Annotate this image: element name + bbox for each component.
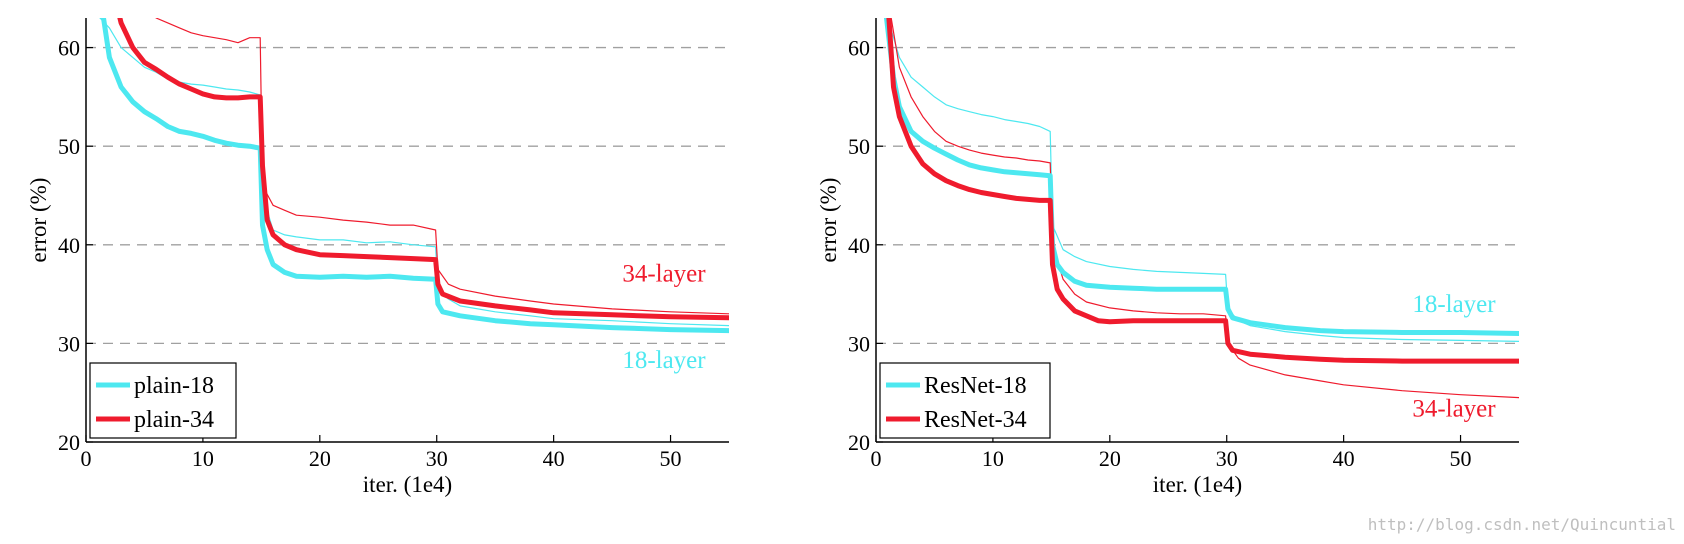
legend-label: plain-18	[134, 373, 214, 399]
y-tick-label: 50	[58, 134, 80, 159]
x-tick-label: 50	[660, 446, 682, 471]
x-tick-label: 30	[1216, 446, 1238, 471]
y-axis-label: error (%)	[26, 178, 51, 263]
series-line-resnet-18	[884, 18, 1519, 336]
y-tick-label: 30	[848, 331, 870, 356]
x-tick-label: 20	[1099, 446, 1121, 471]
annotation-label: 34-layer	[622, 260, 706, 287]
x-tick-label: 20	[309, 446, 331, 471]
y-axis-label: error (%)	[816, 178, 841, 263]
y-tick-label: 50	[848, 134, 870, 159]
series-line-resnet-34-train	[890, 18, 1519, 399]
annotation-label: 18-layer	[622, 347, 706, 374]
x-tick-label: 0	[871, 446, 882, 471]
y-tick-label: 20	[848, 430, 870, 455]
y-tick-label: 60	[58, 36, 80, 61]
y-tick-label: 40	[58, 233, 80, 258]
legend-label: ResNet-34	[924, 407, 1027, 433]
resnet-chart: 20 30 40 50 60 0 10 20 30 40 50 iter. (1e4) error (%…	[816, 18, 1519, 497]
legend: ResNet-18 ResNet-34	[879, 362, 1051, 439]
x-tick-label: 40	[1333, 446, 1355, 471]
x-tick-label: 10	[192, 446, 214, 471]
plain-networks-chart: 20 30 40 50 60 0 10 20 30 40 50 iter. (1e4) error (%…	[26, 18, 729, 497]
series-layer	[99, 18, 729, 334]
x-tick-label: 50	[1450, 446, 1472, 471]
series-line-plain-34	[117, 18, 729, 321]
annotation-label: 18-layer	[1412, 291, 1496, 318]
legend-box	[89, 362, 237, 439]
x-axis-label: iter. (1e4)	[1153, 472, 1242, 497]
x-tick-label: 10	[982, 446, 1004, 471]
y-tick-label: 40	[848, 233, 870, 258]
x-axis-label: iter. (1e4)	[363, 472, 452, 497]
legend-box	[879, 362, 1051, 439]
x-tick-label: 30	[426, 446, 448, 471]
watermark-text: http://blog.csdn.net/Quincuntial	[1368, 515, 1676, 534]
series-line-resnet-18-train	[887, 18, 1519, 342]
series-layer	[884, 18, 1519, 399]
legend-label: plain-34	[134, 407, 214, 433]
series-line-plain-18	[101, 18, 729, 334]
series-line-plain-34-train	[155, 18, 729, 315]
legend-label: ResNet-18	[924, 373, 1027, 399]
x-tick-label: 0	[81, 446, 92, 471]
y-tick-label: 30	[58, 331, 80, 356]
legend: plain-18 plain-34	[89, 362, 237, 439]
x-tick-label: 40	[543, 446, 565, 471]
annotation-label: 34-layer	[1412, 395, 1496, 422]
series-line-resnet-34	[886, 18, 1519, 364]
y-tick-label: 60	[848, 36, 870, 61]
y-tick-label: 20	[58, 430, 80, 455]
